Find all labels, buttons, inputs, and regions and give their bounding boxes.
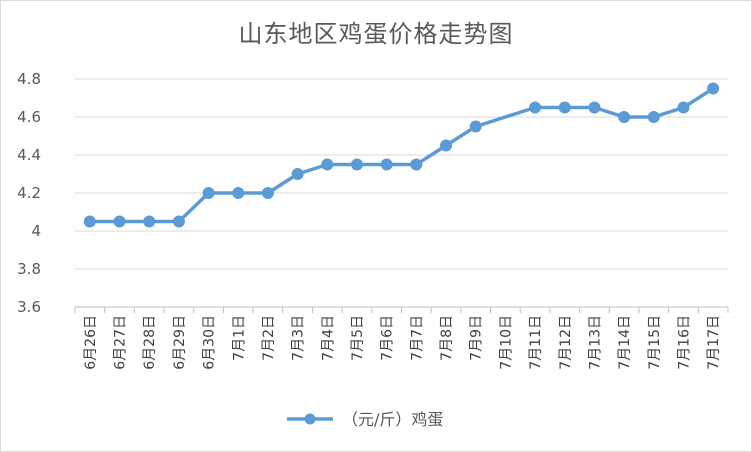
data-point (410, 158, 423, 171)
x-tick-label: 6月29日 (172, 315, 188, 370)
x-tick-label: 6月28日 (142, 315, 158, 370)
data-point (83, 215, 96, 228)
x-tick-label: 7月8日 (439, 315, 455, 361)
data-point (469, 120, 482, 133)
y-tick-label: 4.6 (17, 108, 41, 126)
data-point (618, 111, 631, 123)
data-point (113, 215, 126, 228)
data-point (529, 101, 542, 114)
y-tick-label: 4.4 (17, 146, 41, 164)
series-layer (83, 82, 720, 228)
x-tick-label: 7月17日 (706, 315, 722, 370)
y-axis: 3.6 3.8 4 4.2 4.4 4.6 4.8 (17, 70, 41, 316)
x-tick-label: 7月11日 (528, 315, 544, 370)
data-point (677, 101, 690, 114)
x-tick-label: 7月14日 (617, 315, 633, 370)
x-axis: 6月26日 6月27日 6月28日 6月29日 6月30日 7月1日 7月2日 7月3日 7月4… (74, 307, 729, 370)
data-point (202, 187, 215, 199)
x-tick-label: 7月1日 (231, 315, 247, 361)
x-tick-label: 7月15日 (647, 315, 663, 370)
data-point (440, 139, 453, 152)
data-point (380, 158, 393, 171)
y-tick-label: 3.8 (17, 260, 41, 278)
legend: （元/斤）鸡蛋 (287, 410, 443, 429)
data-point (350, 158, 363, 171)
x-tick-label: 7月13日 (587, 315, 603, 370)
x-tick-label: 7月7日 (409, 315, 425, 361)
x-tick-label: 6月26日 (83, 315, 99, 370)
x-tick-label: 7月5日 (350, 315, 366, 361)
legend-marker (304, 413, 316, 425)
data-point (261, 187, 274, 199)
data-point (707, 82, 720, 95)
y-tick-label: 4.8 (17, 70, 41, 88)
x-tick-label: 7月2日 (261, 315, 277, 361)
x-tick-label: 7月9日 (469, 315, 485, 361)
data-point (143, 215, 156, 228)
x-tick-label: 7月4日 (320, 315, 336, 361)
data-point (321, 158, 334, 171)
data-point (232, 187, 245, 199)
data-point (588, 101, 601, 114)
y-tick-label: 3.6 (17, 298, 41, 316)
x-tick-label: 7月10日 (498, 315, 514, 370)
x-tick-label: 6月30日 (202, 315, 218, 370)
y-tick-label: 4 (31, 222, 41, 240)
data-point (558, 101, 571, 114)
data-point (647, 111, 660, 123)
data-point (291, 168, 304, 180)
y-tick-label: 4.2 (17, 184, 41, 202)
data-point (172, 215, 185, 228)
x-tick-label: 7月6日 (380, 315, 396, 361)
x-tick-label: 6月27日 (113, 315, 129, 370)
gridlines (75, 78, 728, 308)
legend-label: （元/斤）鸡蛋 (342, 410, 443, 429)
x-tick-label: 7月16日 (676, 315, 692, 370)
chart-title: 山东地区鸡蛋价格走势图 (238, 20, 514, 48)
x-tick-label: 7月12日 (558, 315, 574, 370)
x-tick-label: 7月3日 (291, 315, 307, 361)
